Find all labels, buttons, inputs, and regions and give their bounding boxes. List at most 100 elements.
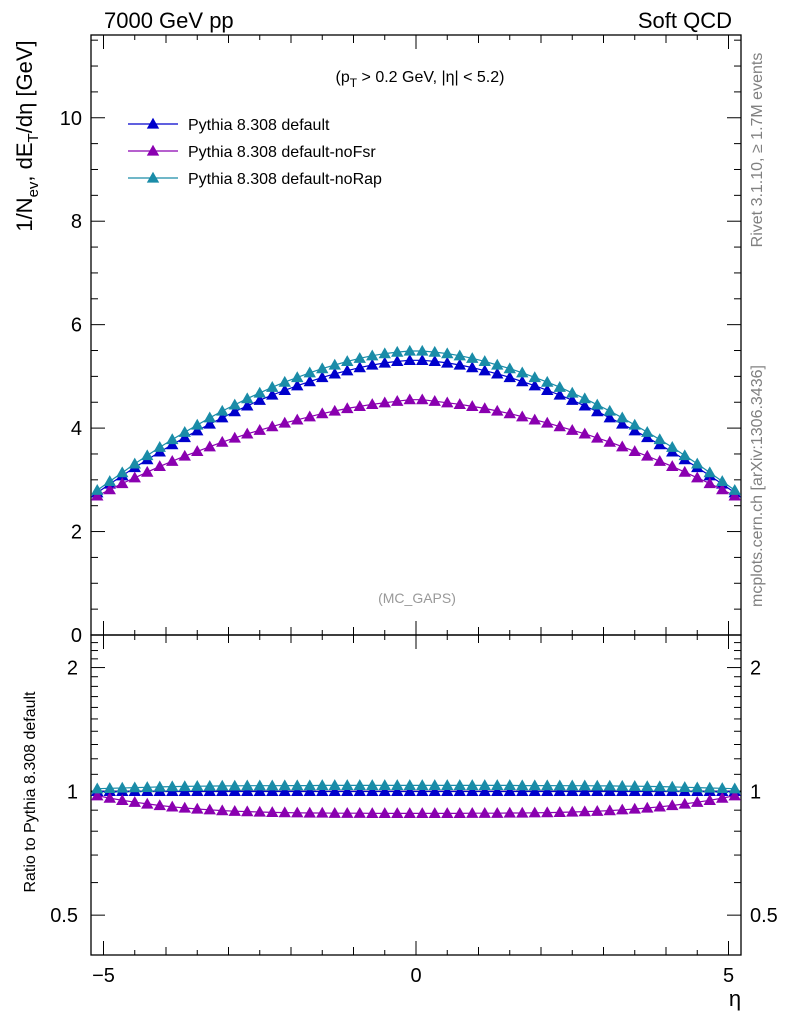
- main-point: [116, 477, 129, 489]
- main-point: [628, 424, 641, 436]
- main-point: [228, 398, 241, 410]
- ratio-point: [116, 781, 129, 793]
- analysis-tag: (MC_GAPS): [378, 590, 456, 606]
- ratio-point: [316, 785, 329, 797]
- ratio-point: [441, 785, 454, 797]
- ratio-series: [91, 779, 741, 819]
- main-point: [103, 483, 116, 495]
- ratio-point: [491, 806, 504, 818]
- main-series-1: [91, 354, 741, 498]
- legend-entry-3: Pythia 8.308 default-noRap: [128, 171, 382, 188]
- main-point: [141, 465, 154, 477]
- ratio-point: [453, 807, 466, 819]
- ratio-point: [341, 779, 354, 791]
- main-y-tick-label: 10: [60, 108, 82, 130]
- ratio-point: [291, 806, 304, 818]
- main-point: [291, 379, 304, 391]
- header-left: 7000 GeV pp: [104, 8, 234, 33]
- main-point: [566, 393, 579, 405]
- cut-label-sub: T: [350, 76, 358, 90]
- ratio-point: [566, 785, 579, 797]
- ratio-series-line: [97, 784, 735, 790]
- main-point: [441, 356, 454, 368]
- main-point: [653, 433, 666, 445]
- main-point: [266, 388, 279, 400]
- ylabel-part-c: /dη [GeV]: [12, 40, 37, 133]
- ratio-point: [528, 806, 541, 818]
- ratio-point: [703, 794, 716, 805]
- main-point: [666, 460, 679, 472]
- main-point: [303, 410, 316, 422]
- ratio-point: [266, 785, 279, 797]
- main-y-axis-label: 1/Nev, dET/dη [GeV]: [12, 40, 42, 231]
- main-point: [691, 471, 704, 483]
- main-point: [428, 345, 441, 357]
- main-point: [403, 393, 416, 405]
- main-point: [678, 449, 691, 461]
- x-tick-label: −5: [92, 965, 115, 987]
- main-point: [528, 371, 541, 383]
- main-point: [491, 404, 504, 416]
- main-point: [491, 367, 504, 379]
- ratio-y-axis-label: Ratio to Pythia 8.308 default: [22, 691, 39, 893]
- ratio-point: [541, 779, 554, 791]
- main-point: [441, 396, 454, 408]
- cut-label: (pT > 0.2 GeV, |η| < 5.2): [336, 69, 505, 90]
- main-point: [728, 489, 741, 501]
- main-point: [628, 418, 641, 430]
- ratio-point: [216, 779, 229, 791]
- ratio-point: [203, 779, 216, 791]
- ratio-point: [328, 785, 341, 797]
- main-point: [641, 426, 654, 437]
- main-point: [528, 379, 541, 391]
- ratio-point: [191, 802, 204, 814]
- ratio-point: [641, 780, 654, 792]
- main-point: [441, 347, 454, 359]
- ylabel-part-a: 1/N: [12, 197, 37, 231]
- ratio-point: [253, 785, 266, 797]
- ratio-point: [678, 797, 691, 809]
- ratio-point: [716, 782, 729, 793]
- main-point: [216, 411, 229, 423]
- main-point: [603, 404, 616, 416]
- ratio-point: [728, 782, 741, 794]
- main-point: [128, 457, 141, 469]
- ratio-point: [141, 781, 154, 792]
- main-point: [466, 400, 479, 412]
- ratio-point: [566, 779, 579, 791]
- main-point: [466, 361, 479, 373]
- legend-marker: [146, 117, 160, 129]
- ratio-point: [403, 779, 416, 791]
- ratio-point: [441, 807, 454, 819]
- main-point: [203, 417, 216, 429]
- main-point: [478, 355, 491, 367]
- main-point: [166, 455, 179, 466]
- main-point: [466, 352, 479, 363]
- ratio-point: [166, 800, 179, 812]
- main-point: [341, 355, 354, 367]
- main-point: [366, 398, 379, 409]
- ratio-point: [478, 785, 491, 797]
- rivet-label: Rivet 3.1.10, ≥ 1.7M events: [749, 53, 766, 248]
- main-point: [453, 349, 466, 361]
- ratio-point: [516, 785, 529, 797]
- ratio-point: [303, 779, 316, 791]
- ratio-y-tick-label-right: 0.5: [750, 905, 778, 927]
- main-point: [703, 466, 716, 478]
- main-point: [591, 398, 604, 410]
- ratio-y-tick-label-right: 1: [750, 781, 761, 803]
- ratio-point: [278, 779, 291, 791]
- ratio-point: [353, 785, 366, 797]
- main-point: [341, 402, 354, 414]
- main-ticks: [91, 35, 741, 636]
- ratio-point: [478, 806, 491, 818]
- main-series-2: [91, 393, 741, 501]
- main-point: [553, 420, 566, 432]
- main-point: [616, 417, 629, 429]
- legend-label: Pythia 8.308 default: [188, 117, 330, 134]
- main-point: [403, 354, 416, 365]
- main-point: [378, 356, 391, 368]
- ratio-point: [316, 806, 329, 818]
- ratio-y-tick-label: 1: [67, 781, 78, 803]
